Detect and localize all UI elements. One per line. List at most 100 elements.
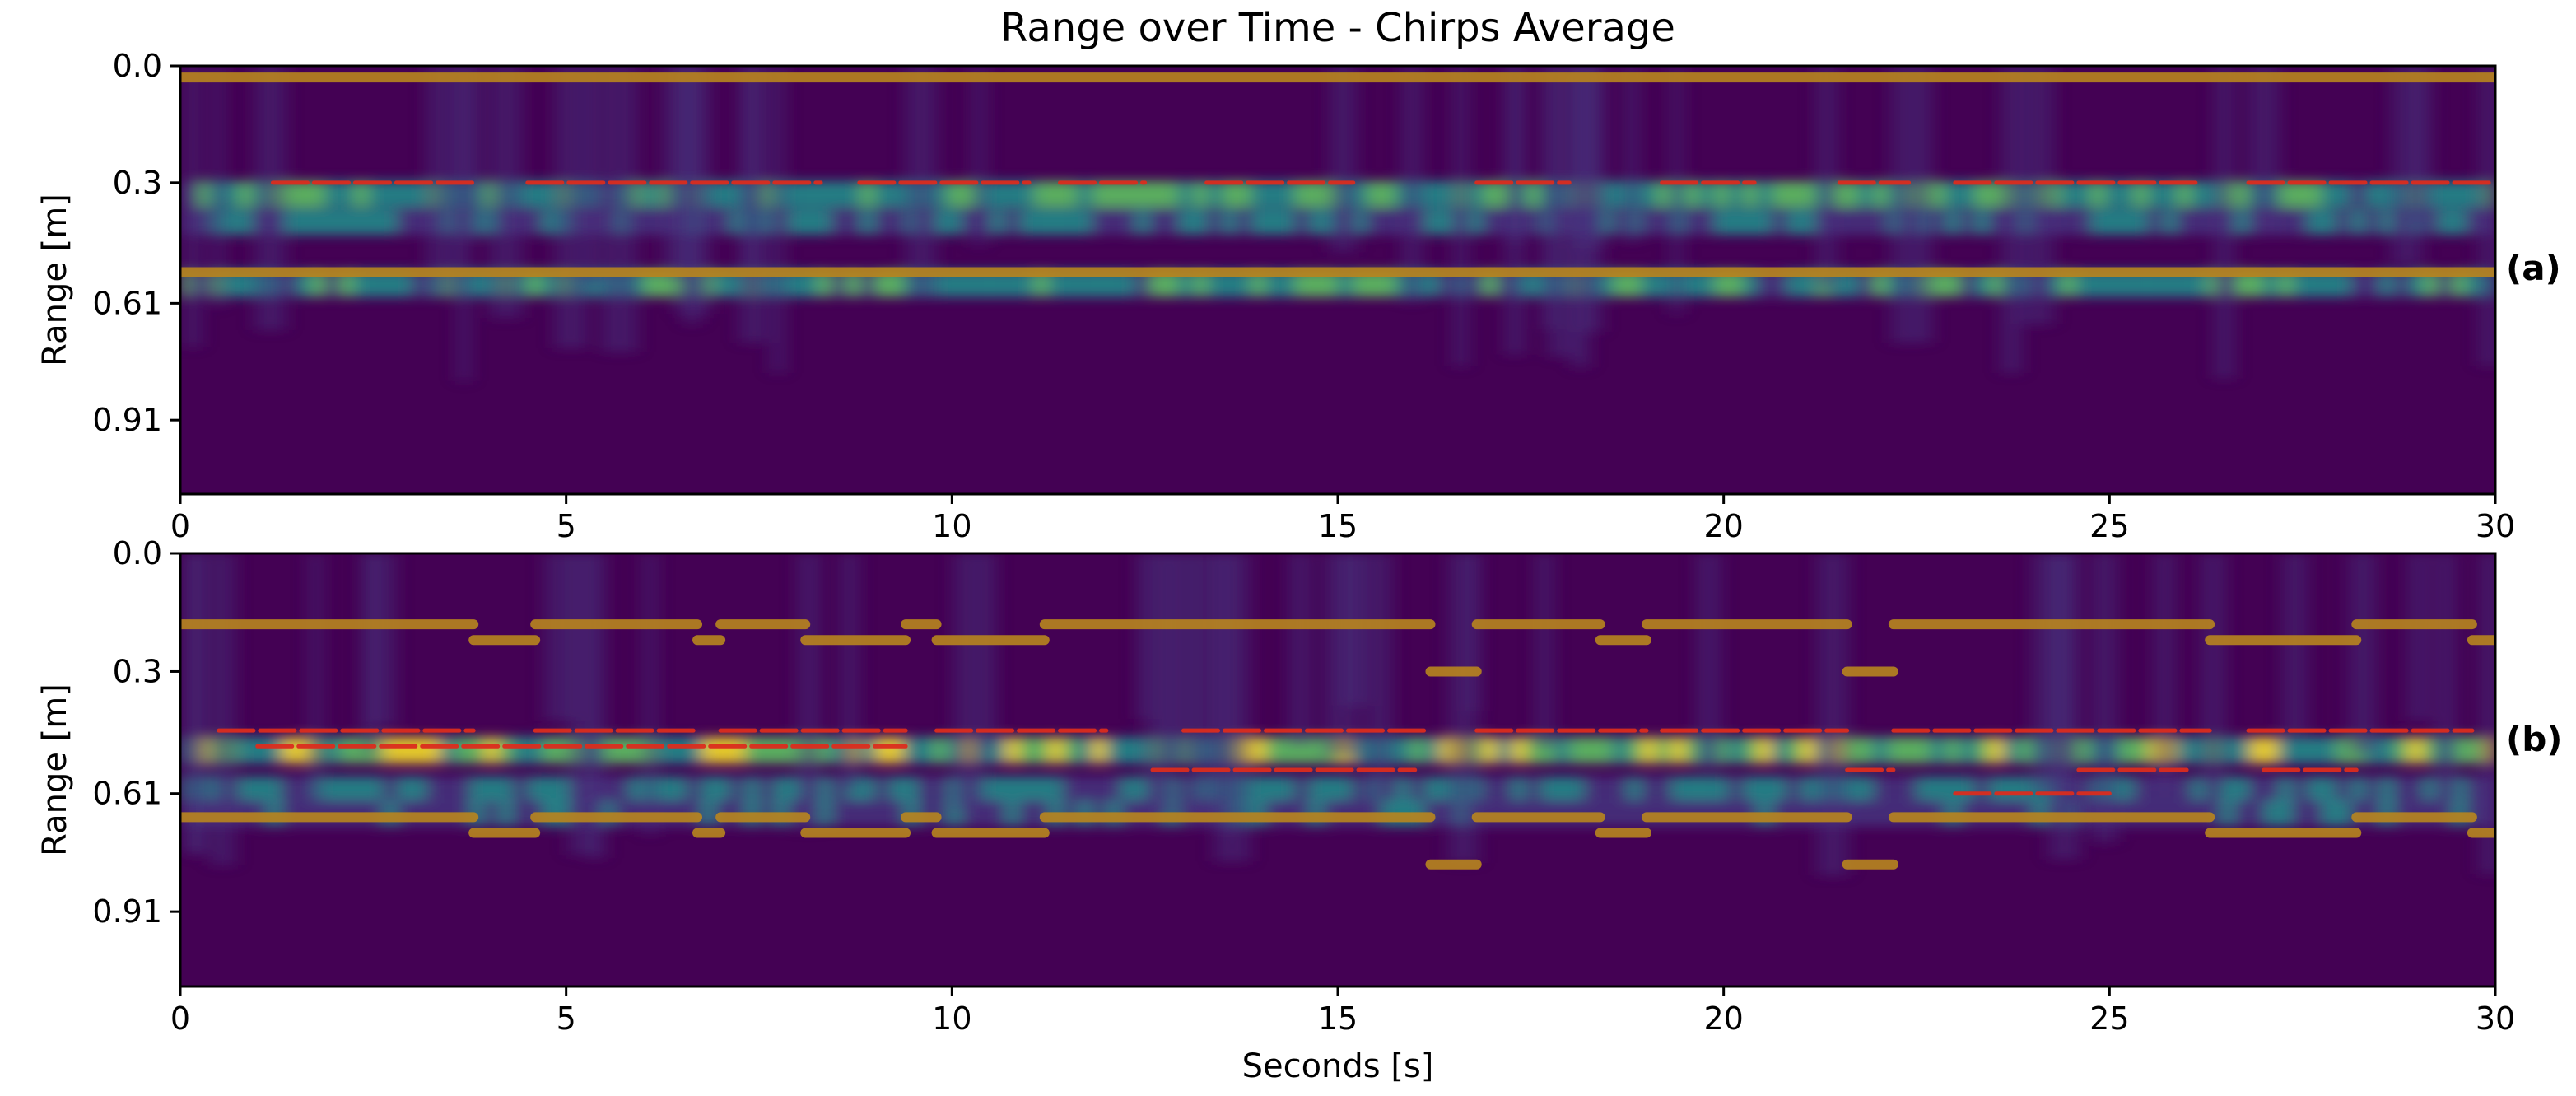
panel-a-heat-cell — [1800, 181, 1816, 208]
panel-a-heat-cell — [2104, 270, 2121, 297]
panel-b-heat-cell — [1699, 776, 1715, 803]
panel-a-heat-cell — [2466, 181, 2482, 208]
panel-a-heat-cell — [788, 208, 804, 236]
panel-a-heat-cell — [1468, 181, 1484, 208]
panel-a-heat-cell — [238, 270, 254, 297]
panel-b-heat-cell — [874, 800, 891, 827]
panel-b-heat-cell — [1048, 737, 1064, 764]
panel-b-heat-cell — [628, 737, 645, 764]
panel-a-heat-streak — [554, 66, 588, 348]
panel-b-heat-cell — [1670, 776, 1686, 803]
panel-a-y-tick-label: 0.0 — [113, 48, 162, 84]
panel-b-heat-cell — [701, 776, 717, 803]
panel-b-heat-cell — [426, 776, 442, 803]
panel-a-tracks — [180, 72, 2495, 277]
panel-b-heat-cell — [368, 776, 384, 803]
panel-a-heat-cell — [353, 270, 370, 297]
panel-b-heat-cell — [454, 737, 471, 764]
panel-b-heat-cell — [1511, 737, 1527, 764]
panel-b-heat-cell — [687, 737, 702, 764]
panel-a-heat-cell — [1526, 181, 1542, 208]
panel-a-heat-cell — [2437, 270, 2453, 297]
panel-a-heat-cell — [2148, 181, 2164, 208]
panel-a-heat-cell — [1468, 208, 1484, 236]
panel-b-heat-cell — [932, 737, 948, 764]
panel-a-heat-cell — [1294, 270, 1310, 297]
panel-b-heat-streak — [1288, 553, 1311, 746]
panel-b-heat-cell — [773, 776, 790, 803]
panel-a-heat-streak — [2214, 66, 2234, 379]
panel-a-heat-streak — [211, 66, 225, 306]
panel-a-heat-cell — [1019, 208, 1035, 236]
panel-a-heat-cell — [1279, 270, 1296, 297]
panel-a-heat-cell — [1092, 270, 1107, 297]
panel-b-heat-streak — [183, 553, 204, 852]
panel-b-heat-cell — [2322, 737, 2337, 764]
panel-a-heat-cell — [1945, 181, 1961, 208]
panel-b-y-tick-label: 0.3 — [113, 653, 162, 689]
panel-a-heat-cell — [1627, 270, 1643, 297]
panel-a-heat-cell — [2191, 181, 2207, 208]
panel-a-heat-cell — [2350, 181, 2366, 208]
panel-b-heat-cell — [1945, 737, 1961, 764]
panel-a-heat-streak — [254, 66, 286, 330]
panel-b-heat-cell — [2133, 776, 2150, 803]
panel-a-heat-cell — [1251, 181, 1267, 208]
panel-a-heat-cell — [1873, 181, 1889, 208]
panel-b-heat-cell — [267, 737, 283, 764]
panel-b-heat-cell — [1800, 737, 1816, 764]
panel-b-heat-cell — [1569, 737, 1585, 764]
panel-b-heat-cell — [1395, 776, 1411, 803]
panel-b-heat-cell — [2466, 776, 2482, 803]
panel-b-heat-cell — [1917, 776, 1932, 803]
panel-b-heat-cell — [1917, 737, 1932, 764]
panel-b-heat-cell — [1251, 737, 1267, 764]
panel-a-heat-cell — [1092, 208, 1107, 236]
panel-a-heat-cell — [2133, 181, 2150, 208]
panel-a-heat-cell — [1222, 181, 1237, 208]
panel-b-heat-cell — [1612, 800, 1628, 827]
panel-a-heat-cell — [2408, 270, 2425, 297]
panel-a-heat-cell — [643, 181, 659, 208]
panel-a-heat-cell — [889, 208, 905, 236]
panel-a-heat-cell — [1265, 270, 1281, 297]
panel-b-heat-cell — [1004, 737, 1021, 764]
panel-a-heat-cell — [1757, 208, 1773, 236]
panel-a-heat-cell — [2452, 270, 2467, 297]
panel-a-heat-cell — [2133, 208, 2150, 236]
panel-b-heat-cell — [1338, 776, 1353, 803]
panel-a-heat-cell — [845, 181, 862, 208]
panel-b-heat-cell — [990, 800, 1006, 827]
panel-a-heat-cell — [1279, 181, 1296, 208]
panel-b-heat-streak — [2201, 553, 2226, 784]
panel-b-heat-cell — [1265, 776, 1281, 803]
panel-b-heat-cell — [556, 776, 572, 803]
panel-a-x-tick-label: 5 — [557, 508, 576, 544]
panel-a-heat-cell — [889, 181, 905, 208]
panel-b-heat-cell — [2307, 737, 2323, 764]
panel-b-heat-cell — [2307, 800, 2323, 827]
panel-a-heat-cell — [1482, 181, 1498, 208]
panel-b-heat-cell — [860, 737, 876, 764]
panel-b-heat-cell — [1048, 776, 1064, 803]
panel-a-heat-cell — [2089, 270, 2106, 297]
panel-a-heat-cell — [1004, 208, 1021, 236]
panel-a-heat-cell — [1959, 208, 1976, 236]
panel-b-heat-cell — [1583, 776, 1600, 803]
panel-b-heat-cell — [1873, 737, 1889, 764]
panel-b-heat-cell — [1887, 737, 1903, 764]
panel-a-heat-cell — [2177, 270, 2192, 297]
panel-b-heat-cell — [238, 737, 254, 764]
panel-b-heat-cell — [267, 776, 283, 803]
panel-b-heat-cell — [1684, 737, 1701, 764]
panel-b-heat-cell — [2177, 737, 2192, 764]
panel-b-heat-streak — [1137, 553, 1151, 719]
panel-b-heat-cell — [715, 737, 731, 764]
panel-a-heat-cell — [1800, 270, 1816, 297]
panel-a-heat-cell — [1656, 181, 1672, 208]
panel-b-heat-cell — [2234, 737, 2251, 764]
panel-a-heat-cell — [542, 208, 557, 236]
panel-b-heat-cell — [1497, 776, 1512, 803]
panel-b-heat-cell — [1106, 737, 1122, 764]
panel-b-heat-cell — [1670, 737, 1686, 764]
